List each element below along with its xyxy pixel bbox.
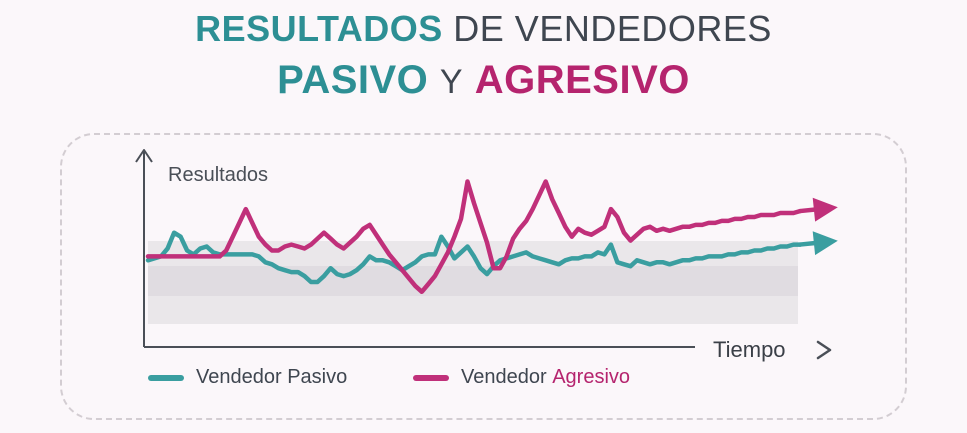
axis-layer (135, 149, 832, 360)
plot-band-inner (148, 266, 798, 296)
title-resultados: RESULTADOS (195, 8, 443, 49)
series-line-agresivo-arrowhead-icon (812, 197, 838, 222)
x-axis-label: Tiempo (713, 337, 786, 362)
title-pasivo: PASIVO (277, 58, 429, 102)
legend-item-pasivo: Vendedor Pasivo (148, 366, 347, 389)
chart-card (60, 133, 907, 420)
chart-title-line2: PASIVO Y AGRESIVO (0, 58, 967, 103)
series-line-agresivo (145, 179, 803, 295)
legend-swatch-agresivo (413, 374, 449, 381)
y-axis-label: Resultados (168, 164, 268, 186)
title-y: Y (439, 63, 464, 101)
series-line-pasivo (145, 230, 803, 285)
legend-swatch-pasivo (148, 374, 184, 381)
series-layer (145, 179, 838, 295)
series-line-pasivo-arrowhead-icon (812, 231, 838, 256)
legend-label-agresivo-word: Agresivo (552, 366, 631, 388)
legend-label-pasivo: Vendedor Pasivo (196, 366, 348, 388)
title-agresivo: AGRESIVO (474, 58, 690, 102)
legend-item-agresivo: Vendedor Agresivo (413, 366, 630, 389)
chart-title-line1: RESULTADOS DE VENDEDORES (0, 8, 967, 50)
y-axis-arrow-icon (135, 149, 153, 163)
title-de-vendedores: DE VENDEDORES (453, 8, 772, 49)
x-axis-arrow-icon (816, 340, 832, 360)
legend-label-agresivo-prefix: Vendedor (461, 366, 553, 388)
